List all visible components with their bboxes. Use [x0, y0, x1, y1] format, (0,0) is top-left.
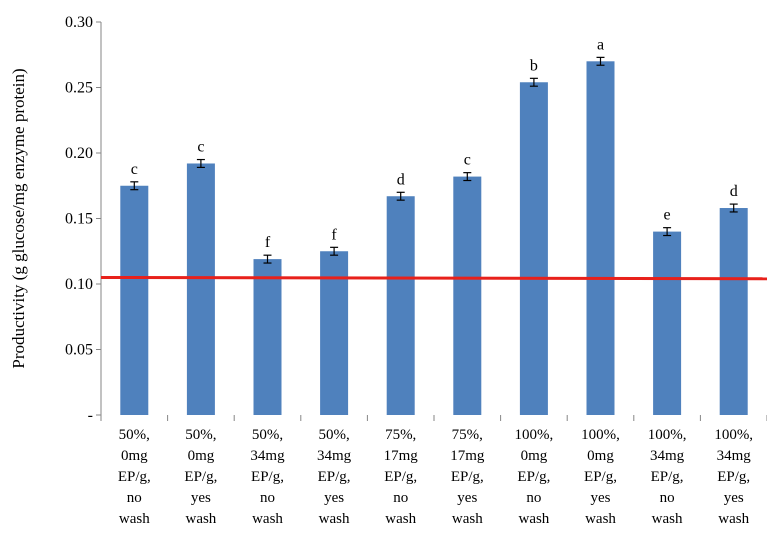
significance-letter: c [197, 139, 204, 156]
x-category-label: 100%, 0mg EP/g, no wash [515, 427, 554, 527]
y-tick-label: 0.05 [65, 342, 93, 359]
error-bars [130, 56, 738, 264]
significance-letter: c [464, 152, 471, 169]
x-category-label: 50%, 0mg EP/g, no wash [118, 427, 151, 527]
reference-line [100, 275, 767, 281]
bar [120, 185, 149, 415]
x-category-label: 100%, 34mg EP/g, no wash [648, 427, 687, 527]
bar [453, 176, 482, 415]
y-tick-label: 0.25 [65, 80, 93, 97]
x-axis-categories: 50%, 0mg EP/g, no wash 50%, 0mg EP/g, yes wash 50%… [100, 415, 767, 527]
x-category-label: 50%, 34mg EP/g, yes wash [317, 427, 352, 527]
significance-letter: a [597, 36, 604, 53]
x-category-label: 100%, 0mg EP/g, yes wash [581, 427, 620, 527]
significance-letter: b [530, 57, 538, 74]
bar [519, 82, 548, 415]
significance-letter: f [331, 226, 337, 243]
y-tick-label: 0.15 [65, 211, 93, 228]
bar [186, 163, 215, 415]
y-axis: - 0.05 0.10 0.15 0.20 0.25 0.30 [65, 14, 102, 424]
x-category-label: 75%, 17mg EP/g, no wash [384, 427, 419, 527]
significance-letter: c [131, 161, 138, 178]
bars [120, 61, 748, 416]
significance-letter: d [730, 183, 738, 200]
bar [253, 259, 282, 415]
x-category-label: 100%, 34mg EP/g, yes wash [714, 427, 753, 527]
reference-line-group [100, 275, 767, 281]
x-category-label: 50%, 34mg EP/g, no wash [250, 427, 285, 527]
significance-letters: c c f f d c b a e d [131, 36, 738, 251]
y-tick-label: - [88, 407, 93, 424]
significance-letter: f [265, 234, 271, 251]
x-category-label: 50%, 0mg EP/g, yes wash [184, 427, 217, 527]
y-tick-label: 0.10 [65, 276, 93, 293]
bar [586, 61, 615, 416]
y-tick-label: 0.20 [65, 145, 93, 162]
bar [653, 231, 682, 415]
y-axis-label: Productivity (g glucose/mg enzyme protei… [9, 68, 28, 368]
significance-letter: d [397, 171, 405, 188]
bar [719, 208, 748, 415]
y-tick-label: 0.30 [65, 14, 93, 31]
x-category-label: 75%, 17mg EP/g, yes wash [450, 427, 485, 527]
bar [386, 196, 415, 415]
bar [320, 251, 349, 415]
significance-letter: e [664, 207, 671, 224]
